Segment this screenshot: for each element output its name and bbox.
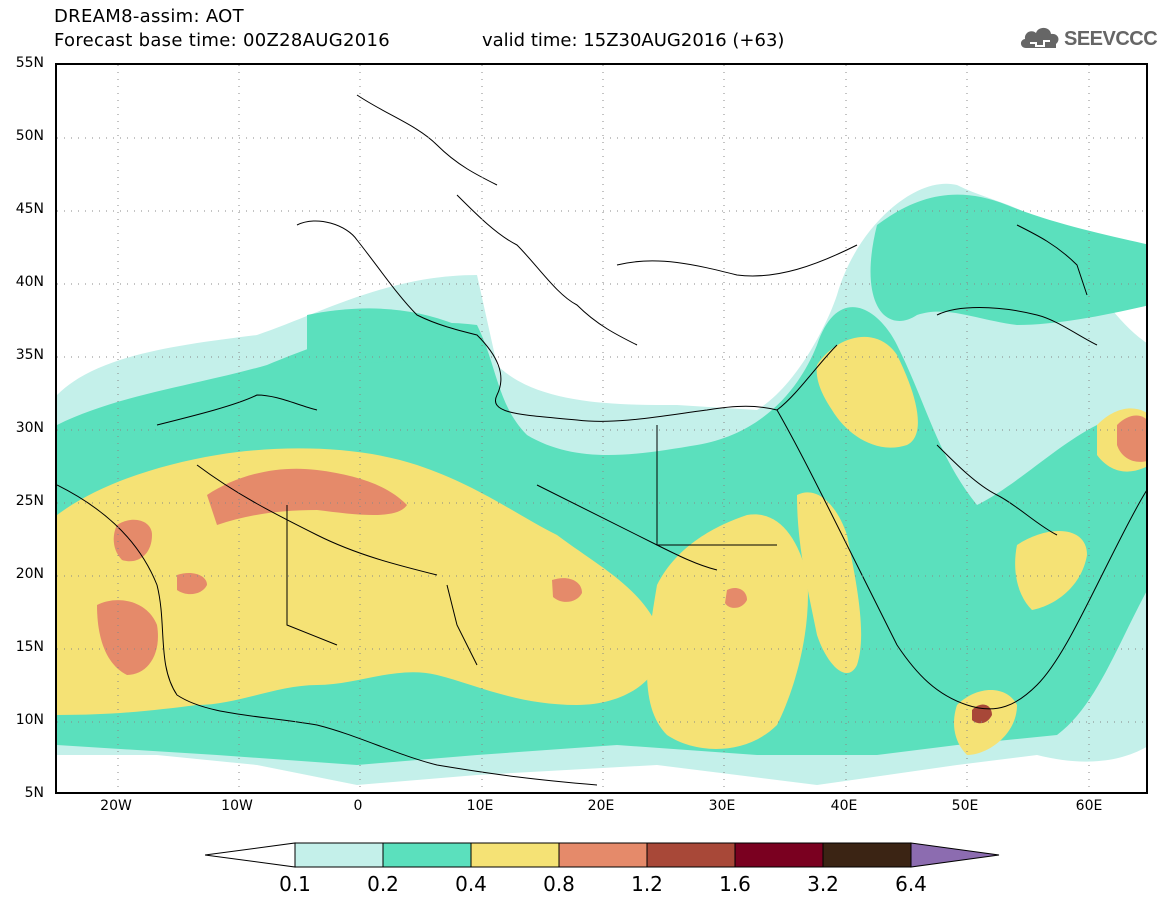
colorbar-segment-6 (734, 842, 824, 868)
lat-label-55n: 55N (15, 55, 44, 71)
lat-label-40n: 40N (15, 274, 44, 290)
seevccc-logo: SEEVCCC (1018, 22, 1158, 56)
lat-label-50n: 50N (15, 128, 44, 144)
lon-label-20e: 20E (587, 798, 615, 814)
forecast-base-time: Forecast base time: 00Z28AUG2016 (54, 30, 390, 51)
lon-label-10w: 10W (221, 798, 253, 814)
lat-label-20n: 20N (15, 566, 44, 582)
lat-label-30n: 30N (15, 420, 44, 436)
lon-label-40e: 40E (830, 798, 858, 814)
lat-label-5n: 5N (24, 785, 44, 801)
lon-label-0: 0 (353, 798, 363, 814)
lon-label-30e: 30E (708, 798, 736, 814)
lon-label-60e: 60E (1075, 798, 1103, 814)
lat-label-15n: 15N (15, 639, 44, 655)
colorbar-segment-over (910, 842, 1000, 868)
colorbar-segment-7 (822, 842, 912, 868)
colorbar (205, 842, 1000, 868)
map-title: DREAM8-assim: AOT (54, 6, 244, 27)
colorbar-label-3-2: 3.2 (807, 872, 839, 896)
lon-label-20w: 20W (100, 798, 132, 814)
colorbar-label-0-8: 0.8 (543, 872, 575, 896)
colorbar-segment-5 (646, 842, 736, 868)
colorbar-segment-2 (382, 842, 472, 868)
colorbar-label-6-4: 6.4 (895, 872, 927, 896)
lat-label-25n: 25N (15, 493, 44, 509)
lon-label-50e: 50E (951, 798, 979, 814)
lat-label-10n: 10N (15, 712, 44, 728)
graticule (57, 65, 1146, 792)
aot-map (57, 65, 1146, 792)
aot-band-0-8 (97, 415, 1146, 675)
lat-label-35n: 35N (15, 347, 44, 363)
aot-band-0-4 (57, 336, 1146, 755)
map-panel (55, 63, 1148, 794)
colorbar-label-0-2: 0.2 (367, 872, 399, 896)
colorbar-segment-1 (294, 842, 384, 868)
cloud-icon (1020, 27, 1059, 48)
colorbar-label-0-4: 0.4 (455, 872, 487, 896)
logo-text: SEEVCCC (1064, 28, 1158, 50)
valid-time: valid time: 15Z30AUG2016 (+63) (482, 30, 785, 51)
colorbar-segment-under (205, 842, 296, 868)
colorbar-label-1-6: 1.6 (719, 872, 751, 896)
colorbar-segment-4 (558, 842, 648, 868)
colorbar-label-0-1: 0.1 (279, 872, 311, 896)
colorbar-segment-3 (470, 842, 560, 868)
coastlines (57, 94, 1146, 786)
lon-label-10e: 10E (466, 798, 494, 814)
colorbar-label-1-2: 1.2 (631, 872, 663, 896)
lat-label-45n: 45N (15, 201, 44, 217)
